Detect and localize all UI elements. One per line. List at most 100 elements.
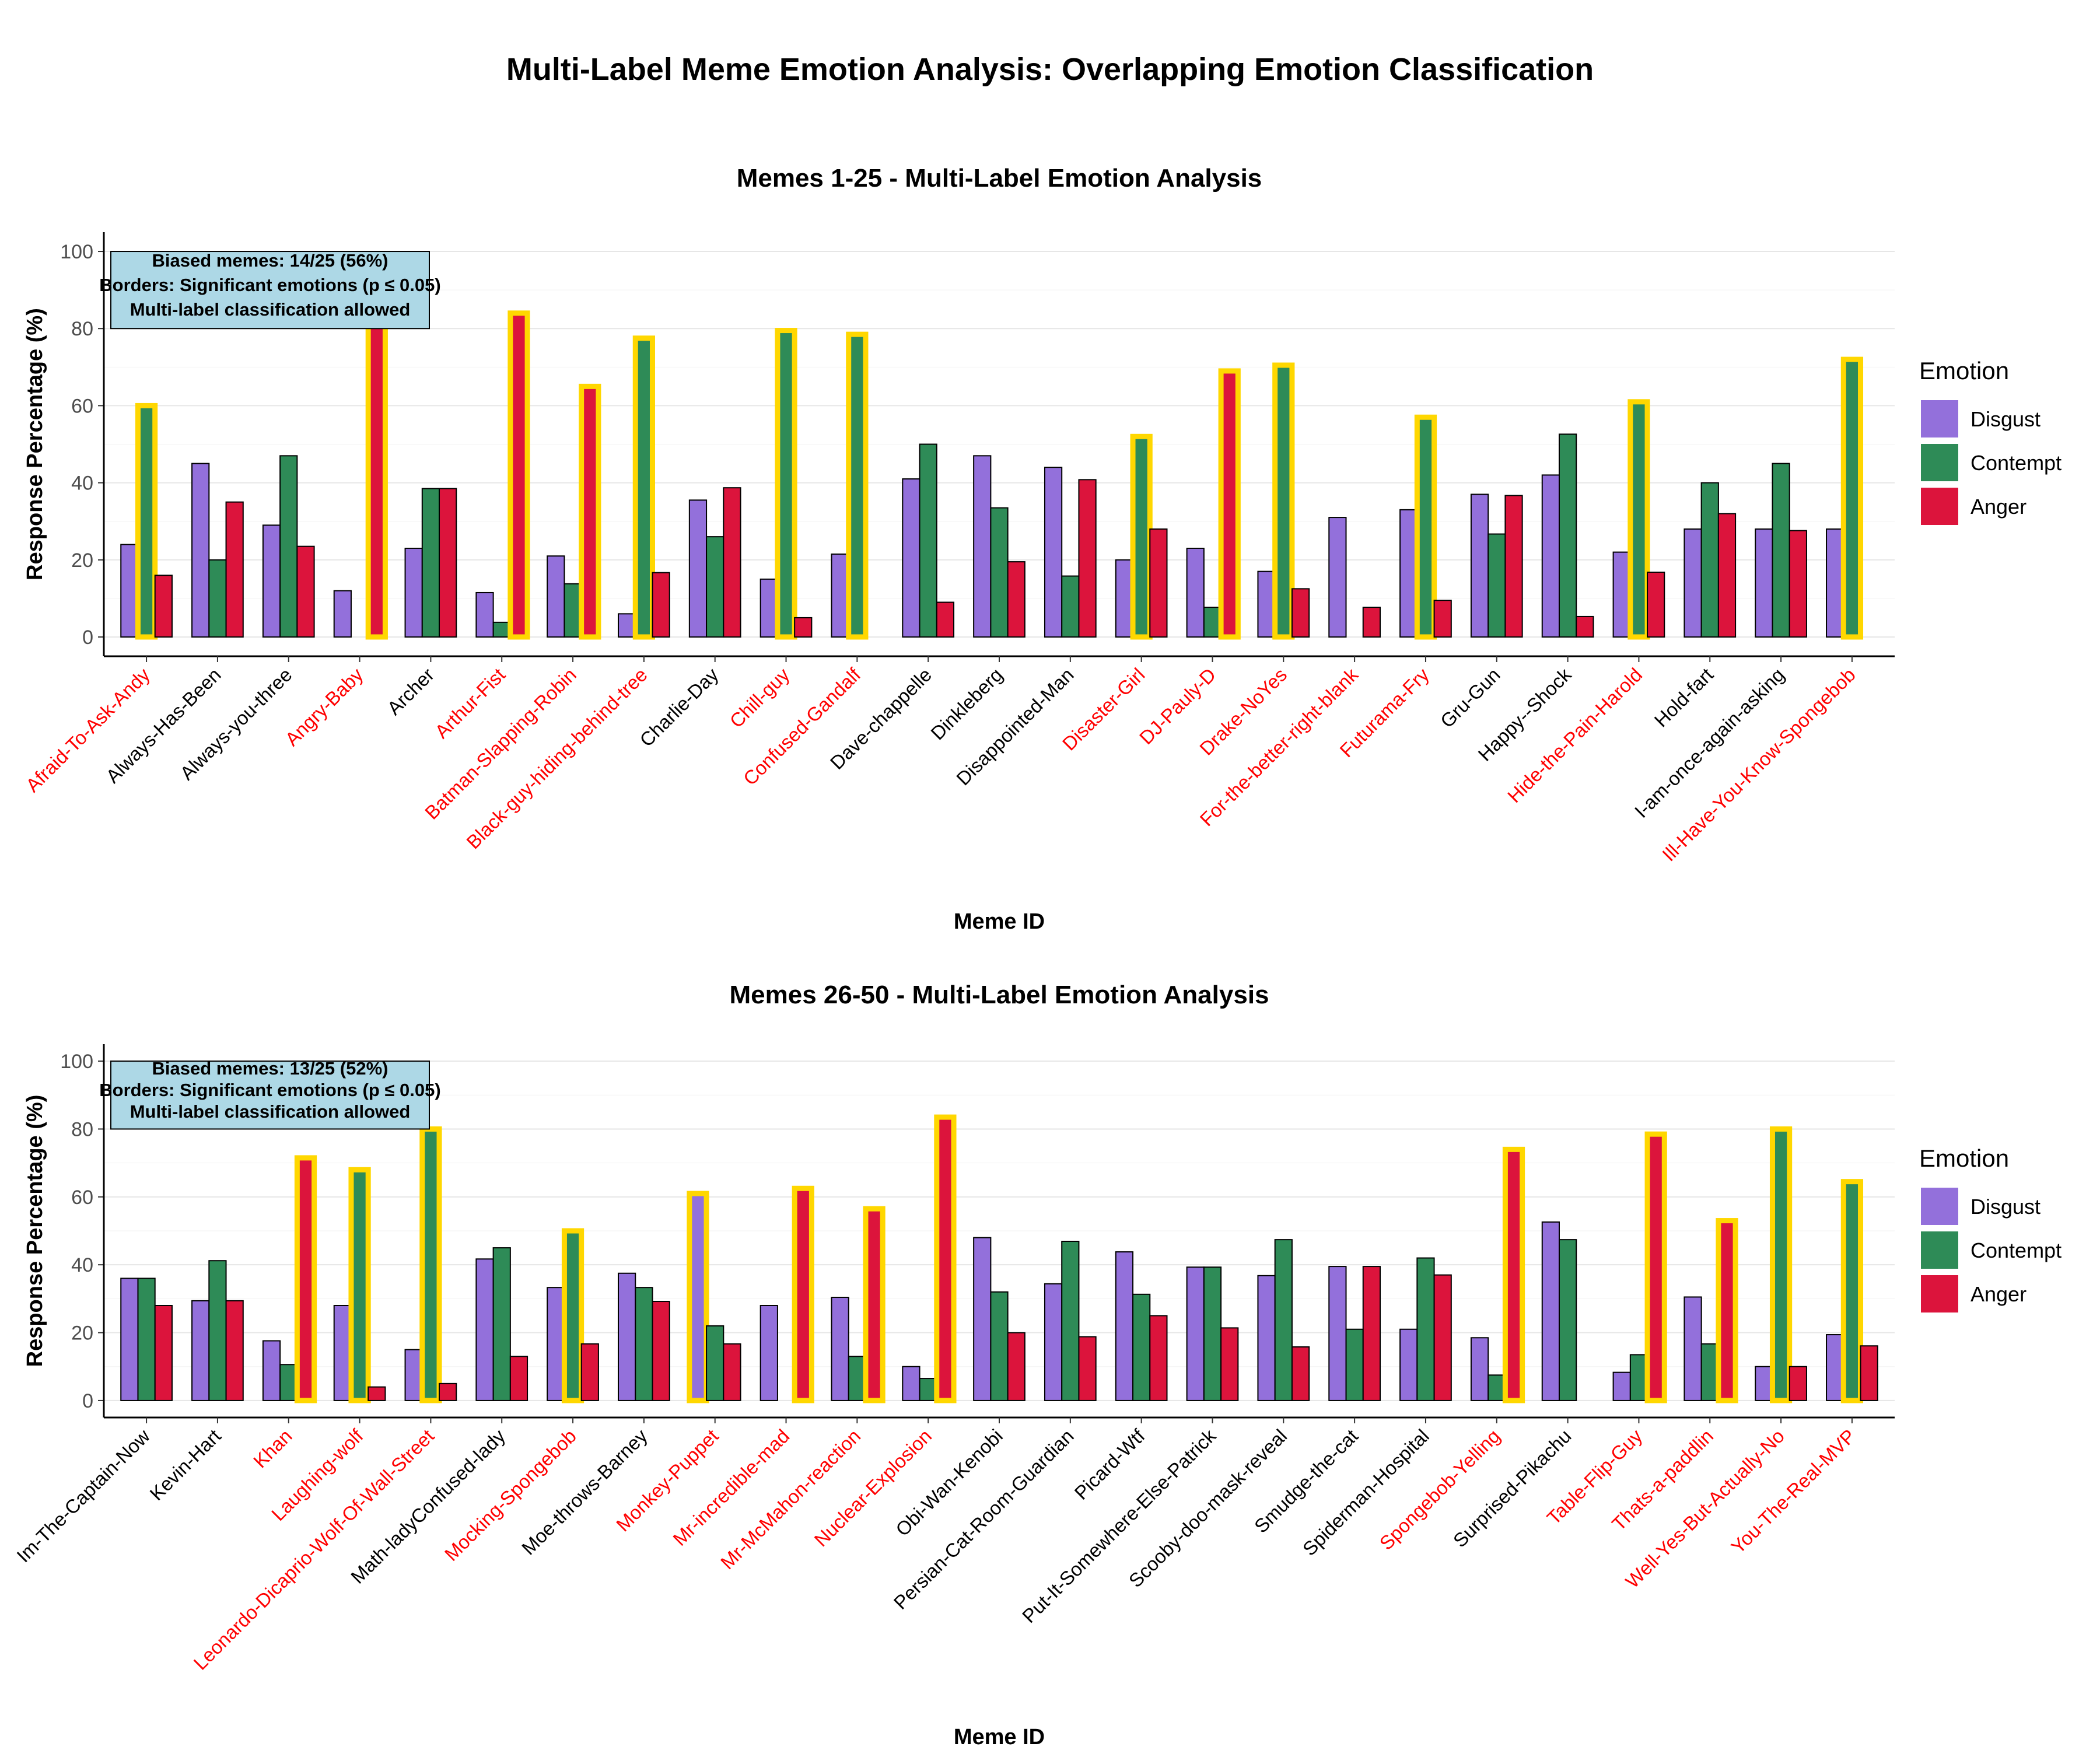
bar-disgust [120,1278,139,1401]
legend-title: Emotion [1919,1144,2009,1172]
bar-contempt [919,443,937,638]
bar-anger [792,1185,814,1404]
bar-group-Khan [262,1155,317,1404]
bar-contempt [348,1167,371,1404]
bar-contempt [1274,1239,1293,1401]
bar-anger [1788,530,1807,638]
x-tick-label: Leonardo-Dicaprio-Wolf-Of-Wall-Street [189,1425,438,1674]
bar-contempt [561,1228,584,1404]
bar-group-Disappointed-Man [1044,467,1097,638]
bar-contempt [1558,433,1577,638]
bar-disgust [1684,528,1702,638]
bar-anger [579,383,601,640]
y-tick-label: 80 [71,1118,93,1140]
y-tick-label: 40 [71,473,93,495]
bar-anger [1433,600,1452,638]
bar-group-Put-It-Somewhere-Else-Patrick [1186,1266,1239,1401]
x-tick-label: Khan [249,1425,296,1472]
bar-disgust [475,1258,494,1401]
bar-anger [1717,513,1737,638]
bar-anger [1220,1327,1239,1401]
bar-group-For-the-better-right-blank [1328,517,1381,638]
bar-disgust [1684,1296,1702,1401]
bar-disgust [1612,551,1631,638]
bar-disgust [1399,509,1418,638]
x-tick-label: Disappointed-Man [952,664,1078,790]
bar-group-Surprised-Pikachu [1541,1221,1577,1401]
bar-disgust [1826,528,1845,638]
bar-contempt [208,1260,227,1401]
bar-contempt [846,331,869,640]
bar-disgust [333,1305,352,1401]
bar-anger [1647,571,1665,638]
legend-label: Disgust [1971,1195,2041,1219]
bar-group-Kevin-Hart [191,1260,244,1401]
bar-group-Laughing-wolf [333,1167,386,1404]
bar-group-Ill-Have-You-Know-Spongebob [1826,356,1864,640]
bar-group-Mr-incredible-mad [760,1185,814,1404]
bar-group-Math-ladyConfused-lady [475,1247,528,1401]
main-title: Multi-Label Meme Emotion Analysis: Overl… [506,52,1594,87]
legend-swatch-disgust [1920,1186,1959,1226]
bar-group-Always-Has-Been [191,463,244,638]
bar-group-Confused-Gandalf [831,331,869,640]
bar-disgust [1328,517,1347,638]
bar-group-Arthur-Fist [475,310,530,640]
bar-disgust [1470,494,1489,638]
bar-contempt [1061,1241,1080,1401]
bar-contempt [137,1278,156,1401]
bar-disgust [1115,1251,1134,1401]
bar-contempt [1769,1126,1793,1404]
x-tick-label: Moe-throws-Barney [517,1424,652,1559]
bar-contempt [919,1378,937,1401]
x-tick-label: Spongebob-Yelling [1376,1425,1504,1554]
bar-anger [1644,1131,1667,1404]
bar-anger [1716,1218,1738,1404]
bar-anger [296,545,315,638]
x-axis-label: Meme ID [954,909,1045,934]
legend-swatch-contempt [1920,1230,1959,1270]
note-line: Borders: Significant emotions (p ≤ 0.05) [99,1080,440,1100]
bar-group-Chill-guy [760,328,813,640]
note-line: Biased memes: 13/25 (52%) [152,1058,388,1079]
bar-anger [723,487,741,638]
x-tick-label: Mocking-Spongebob [440,1425,580,1565]
bar-disgust [1257,1275,1276,1401]
bar-group-Disaster-Girl [1115,433,1168,640]
bar-anger [794,617,813,638]
bar-anger [723,1343,741,1401]
bar-contempt [564,583,582,638]
bar-disgust [760,578,778,638]
bar-disgust [1044,1283,1063,1401]
bar-contempt [706,1325,724,1401]
bar-anger [1149,1315,1168,1401]
note-line: Borders: Significant emotions (p ≤ 0.05) [99,275,440,295]
bar-group-Dave-chappelle [902,443,955,638]
note-line: Multi-label classification allowed [130,1101,411,1122]
bar-anger [1149,528,1168,638]
bar-disgust [1755,1366,1773,1401]
legend-swatch-disgust [1920,399,1959,439]
bar-disgust [1257,570,1276,638]
legend-title: Emotion [1919,357,2009,384]
bar-anger [1078,479,1097,638]
bar-contempt [1203,607,1222,638]
legend-swatch-anger [1920,487,1959,526]
bar-anger [863,1206,886,1404]
bar-disgust [1755,528,1773,638]
bar-group-Leonardo-Dicaprio-Wolf-Of-Wall-Street [404,1126,457,1404]
panel-top: Memes 1-25 - Multi-Label Emotion Analysi… [22,164,2062,934]
bar-disgust [404,1349,423,1401]
panel-title: Memes 1-25 - Multi-Label Emotion Analysi… [737,164,1262,192]
bar-group-Picard-Wtf [1115,1251,1168,1401]
bar-disgust [618,1272,636,1401]
bar-group-Happy--Shock [1541,433,1594,638]
bar-group-Obi-Wan-Kenobi [973,1237,1026,1401]
legend: Emotion Disgust Contempt Anger [1919,1144,2062,1314]
bar-anger [652,572,670,638]
bar-anger [1291,588,1310,638]
bar-disgust [902,1366,921,1401]
y-axis-label: Response Percentage (%) [23,308,47,580]
bar-contempt [208,559,227,638]
